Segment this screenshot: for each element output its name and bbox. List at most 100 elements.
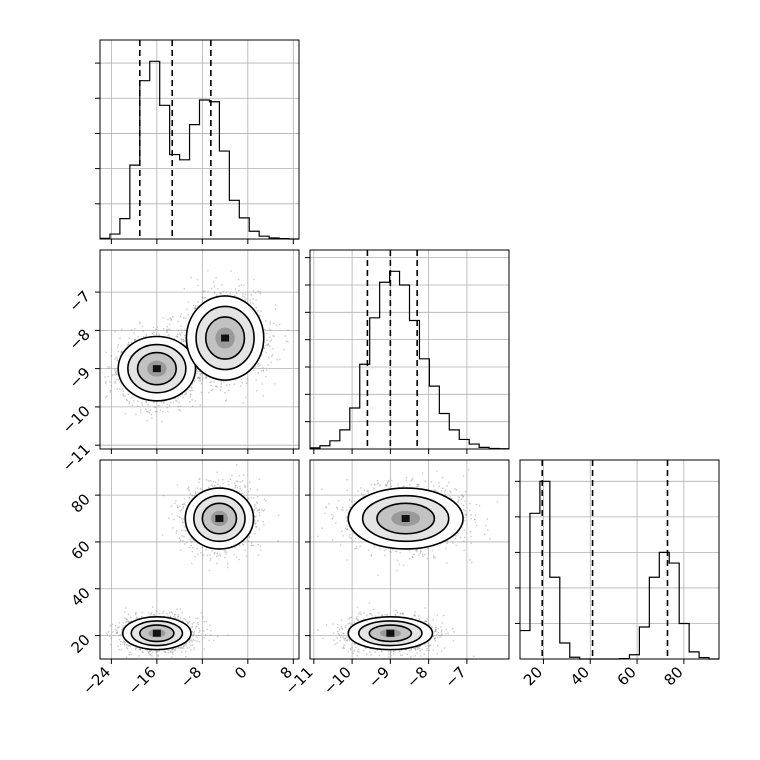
- joint-p0-p1-sample-760: [179, 410, 182, 412]
- joint-p0-p1-sample-2600: [246, 382, 248, 384]
- joint-p0-p1-sample-1962: [196, 279, 199, 281]
- joint-p0-p1-sample-2700: [266, 332, 268, 335]
- joint-p0-p1-sample-2819: [109, 389, 112, 392]
- joint-p0-p1-sample-2919: [260, 310, 262, 312]
- joint-p0-p2-sample-98: [222, 479, 224, 481]
- joint-p0-p1-sample-2519: [198, 377, 201, 380]
- joint-p0-p1-sample-1900: [130, 341, 133, 344]
- joint-p0-p1-sample-1754: [269, 336, 271, 338]
- hist-p0-bin-14: [239, 218, 249, 239]
- hist-p2-frame: [519, 459, 720, 660]
- joint-p0-p1-sample-3315: [241, 382, 243, 384]
- joint-p0-p1-sample-2452: [153, 331, 155, 333]
- joint-p0-p2-sample-965: [182, 507, 184, 509]
- joint-p0-p1-sample-2462: [167, 410, 169, 413]
- hist-p0-bin-15: [249, 231, 259, 239]
- joint-p0-p2-sample-889: [203, 620, 205, 623]
- joint-p0-p2-sample-664: [262, 510, 265, 512]
- joint-p0-p1-sample-2598: [160, 401, 163, 403]
- joint-p0-p1-sample-1287: [270, 339, 273, 341]
- joint-p0-p2-sample-31: [162, 612, 164, 615]
- joint-p0-p1-sample-2731: [151, 332, 154, 335]
- joint-p0-p2-sample-82: [198, 634, 200, 636]
- joint-p0-p1-sample-3016: [116, 357, 119, 360]
- hist-p1-bin-3: [340, 430, 350, 449]
- joint-p0-p1-sample-634: [191, 383, 193, 385]
- joint-p0-p1-sample-907: [252, 298, 254, 300]
- joint-p0-p1-sample-3091: [202, 290, 205, 293]
- joint-p0-p1-sample-2397: [107, 375, 109, 378]
- joint-p0-p2-sample-1064: [180, 529, 183, 532]
- joint-p0-p1-sample-2179: [182, 340, 184, 343]
- joint-p0-p1-sample-2825: [109, 366, 111, 368]
- joint-p0-p1-sample-2043: [116, 388, 118, 390]
- joint-p0-p1-sample-473: [114, 369, 116, 371]
- joint-p0-p1-sample-1734: [204, 290, 206, 292]
- hist-p1-bin-10: [410, 321, 420, 449]
- joint-p0-p1-sample-682: [287, 329, 289, 331]
- joint-p0-p1-sample-576: [265, 320, 267, 322]
- joint-p0-p2-sample-1021: [164, 651, 167, 653]
- hist-p1-bin-9: [400, 285, 410, 449]
- joint-p0-p1-sample-3312: [244, 396, 247, 399]
- joint-p0-p2-sample-948: [187, 622, 189, 624]
- joint-p0-p1-sample-2980: [162, 328, 165, 330]
- joint-p0-p1-sample-622: [168, 336, 171, 339]
- joint-p0-p1-sample-2155: [148, 411, 151, 414]
- joint-p0-p1-sample-793: [235, 379, 237, 381]
- joint-p0-p1-sample-2401: [205, 375, 207, 378]
- joint-p0-p1-sample-1247: [185, 392, 187, 394]
- joint-p0-p1-sample-2949: [263, 328, 266, 331]
- hist-p1-frame: [309, 249, 510, 450]
- joint-p0-p2-sample-1049: [179, 540, 182, 542]
- joint-p0-p1-sample-239: [195, 307, 197, 309]
- joint-p0-p1-sample-287: [145, 401, 147, 403]
- joint-p0-p1-sample-955: [269, 321, 271, 323]
- joint-p0-p2-sample-1173: [153, 613, 155, 616]
- joint-p0-p1-ytick-label-3: −8: [65, 325, 93, 353]
- joint-p0-p2-sample-331: [168, 649, 170, 651]
- joint-p0-p2-sample-738: [118, 622, 121, 624]
- joint-p0-p1-sample-524: [154, 406, 157, 408]
- joint-p0-p1-sample-2370: [285, 340, 288, 342]
- joint-p0-p1-sample-2114: [252, 290, 255, 292]
- joint-p0-p1-sample-3485: [210, 287, 213, 290]
- joint-p0-p1-sample-2430: [178, 401, 180, 404]
- hist-p0-bin-10: [200, 100, 210, 239]
- joint-p0-p1-mode-0-contour-2: [136, 351, 177, 386]
- joint-p0-p1-sample-1752: [201, 296, 204, 299]
- joint-p0-p1-sample-1610: [261, 383, 263, 385]
- joint-p0-p1-sample-816: [111, 374, 113, 377]
- joint-p0-p1-sample-359: [166, 403, 168, 406]
- joint-p0-p2-sample-403: [117, 626, 119, 629]
- joint-p0-p2-sample-918: [217, 479, 220, 481]
- joint-p0-p2-sample-23: [217, 483, 219, 486]
- hist-p2-bin-1: [530, 513, 540, 659]
- joint-p0-p1-sample-3489: [184, 337, 187, 339]
- hist-p2-bin-3: [550, 577, 560, 659]
- joint-p0-p2-sample-150: [167, 615, 169, 617]
- joint-p0-p2-sample-303: [150, 613, 152, 615]
- joint-p0-p1-sample-1366: [274, 304, 277, 306]
- joint-p0-p2-sample-846: [227, 562, 229, 565]
- joint-p0-p1-sample-2339: [263, 332, 266, 334]
- joint-p0-p1-sample-86: [183, 393, 186, 396]
- joint-p0-p1-sample-959: [126, 344, 129, 346]
- hist-p2-xtick-label-2: 60: [614, 663, 640, 689]
- joint-p0-p1-sample-990: [172, 401, 174, 403]
- joint-p0-p1-sample-1659: [119, 354, 122, 357]
- hist-p2-bin-15: [669, 563, 679, 659]
- joint-p0-p2-sample-22: [114, 628, 116, 631]
- joint-p0-p1-sample-1881: [269, 340, 271, 343]
- joint-p0-p1-sample-1155: [97, 314, 98, 315]
- joint-p0-p1-sample-1706: [179, 315, 182, 318]
- joint-p0-p2-sample-540: [257, 496, 259, 498]
- joint-p0-p1-sample-1406: [179, 334, 182, 336]
- hist-p2-bin-17: [689, 652, 699, 659]
- joint-p0-p1-sample-3593: [201, 378, 204, 381]
- joint-p0-p1-sample-931: [190, 389, 193, 392]
- joint-p0-p1-sample-2426: [197, 376, 200, 379]
- joint-p0-p2-sample-947: [254, 522, 256, 524]
- joint-p0-p1-sample-943: [178, 332, 181, 335]
- joint-p0-p1-sample-323: [147, 404, 149, 406]
